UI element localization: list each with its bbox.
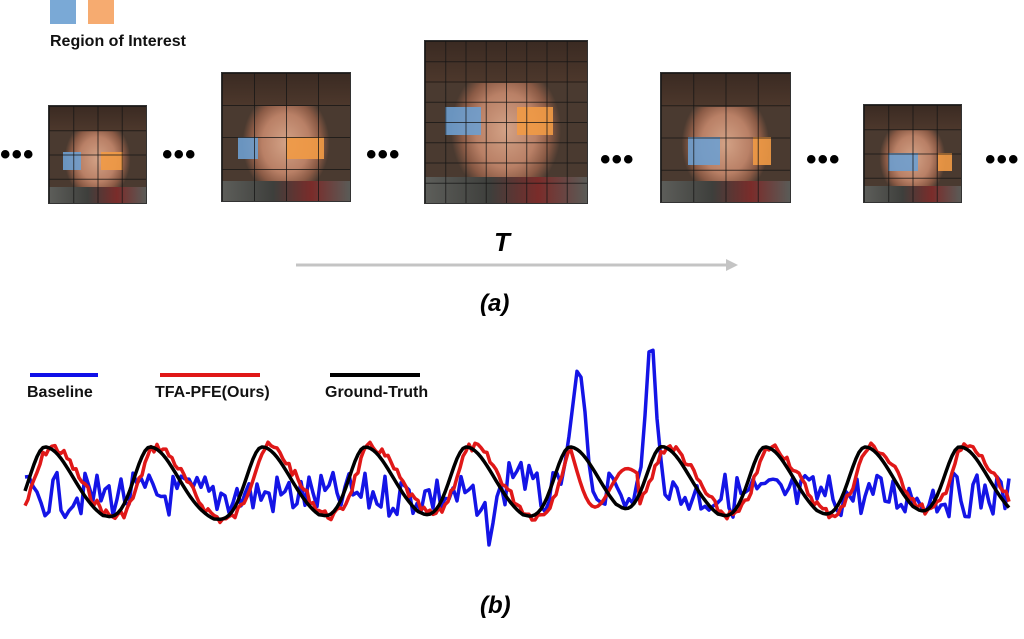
ground-truth-signal [23, 444, 1011, 522]
time-arrow [296, 259, 738, 271]
legend-line-baseline [30, 373, 98, 377]
time-axis-label: T [494, 227, 510, 257]
roi-orange-swatch [88, 0, 114, 24]
ellipsis: ••• [985, 143, 1020, 176]
legend-label-ours: TFA-PFE(Ours) [155, 384, 270, 401]
legend-line-ours [160, 373, 260, 377]
ellipsis: ••• [806, 143, 841, 176]
caption-b: (b) [480, 592, 511, 619]
legend-label-baseline: Baseline [27, 384, 93, 401]
caption-a: (a) [480, 290, 510, 317]
face-frame-1 [48, 105, 147, 204]
face-frame-3 [424, 40, 588, 204]
face-frame-5 [863, 104, 962, 203]
ellipsis: ••• [366, 138, 401, 171]
face-frame-4 [660, 72, 791, 203]
legend-label-ground-truth: Ground-Truth [325, 384, 429, 401]
roi-blue-swatch [50, 0, 76, 24]
ellipsis: ••• [162, 138, 197, 171]
ours-signal [23, 440, 1011, 525]
roi-legend-label: Region of Interest [50, 33, 187, 50]
ellipsis: ••• [600, 143, 635, 176]
signal-plot [23, 348, 1011, 547]
face-frame-2 [221, 72, 351, 202]
ellipsis: ••• [0, 138, 35, 171]
legend-line-ground-truth [330, 373, 420, 377]
